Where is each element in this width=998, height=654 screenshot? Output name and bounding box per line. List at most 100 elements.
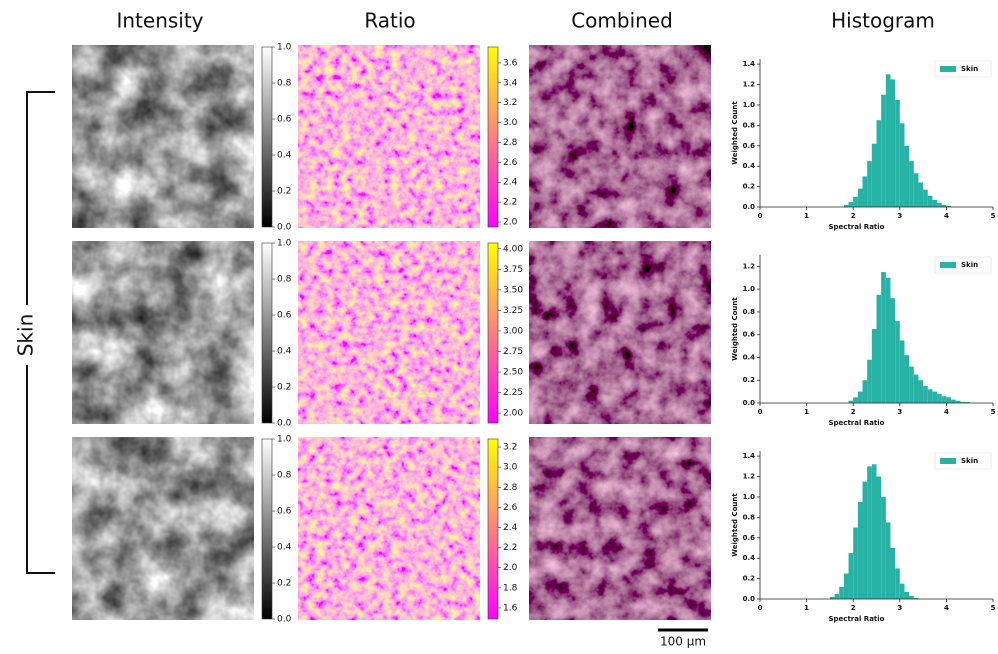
y-tick-label: 1.0 [743,285,756,293]
y-tick-label: 0.4 [743,162,756,170]
combined-image [529,45,711,228]
legend-swatch [940,458,956,464]
colorbar-tick-label: 2.4 [503,178,518,188]
x-axis-label: Spectral Ratio [829,615,885,623]
colorbar-tick-label: 3.2 [503,98,517,108]
colorbar-tick-label: 0.6 [277,115,292,125]
ratio-image [298,241,480,424]
colorbar-tick-label: 0.0 [277,223,292,233]
colorbar [488,439,498,619]
legend-swatch [940,262,956,268]
colorbar-tick-label: 2.0 [503,218,518,228]
colorbar-tick-label: 1.0 [277,43,292,53]
colorbar-tick-label: 2.8 [503,483,518,493]
legend-swatch [940,66,956,72]
colorbar-tick-label: 0.0 [277,615,292,625]
histogram-bar [890,79,895,207]
histogram-bar [872,144,877,207]
row-label: Skin [14,314,38,357]
histogram-bar [923,190,928,207]
y-tick-label: 0.0 [743,399,756,407]
y-tick-label: 0.4 [743,554,756,562]
colorbar [488,243,498,423]
x-axis-label: Spectral Ratio [829,419,885,427]
colorbar-tick-label: 3.00 [503,326,523,336]
x-tick-label: 5 [991,212,996,220]
histogram-bar [909,596,914,599]
y-tick-label: 1.4 [743,60,756,68]
histogram-bar [886,522,891,599]
histogram-bar [937,203,942,207]
x-tick-label: 5 [991,408,996,416]
x-tick-label: 3 [897,212,902,220]
y-tick-label: 0.2 [743,575,756,583]
x-tick-label: 0 [758,604,763,612]
colorbar [262,47,272,227]
colorbar-tick-label: 0.8 [277,79,292,89]
colorbar [262,243,272,423]
histogram-bar [909,161,914,207]
x-tick-label: 4 [944,212,949,220]
histogram-bar [914,173,919,207]
histogram-bar [881,497,886,599]
histogram-bar [946,397,951,403]
y-tick-label: 0.8 [743,121,756,129]
y-tick-label: 1.2 [743,81,756,89]
histogram-bar [923,386,928,403]
histogram-bar [932,200,937,207]
histogram-bar [863,380,868,403]
scale-bar-label: 100 µm [660,635,706,649]
colorbar-tick-label: 2.25 [503,388,523,398]
histogram-bar [895,568,900,599]
y-axis-label: Weighted Count [731,493,739,557]
histogram-bar [928,389,933,403]
intensity-image [72,241,254,424]
colorbar-tick-label: 0.6 [277,311,292,321]
histogram-bar [863,176,868,207]
y-tick-label: 0.0 [743,203,756,211]
histogram-bar [886,278,891,403]
colorbar-tick-label: 3.4 [503,78,518,88]
histogram-bar [909,367,914,403]
histogram-bar [914,375,919,403]
ratio-image [298,437,480,620]
colorbar-tick-label: 2.50 [503,368,523,378]
histogram-bar [844,573,849,599]
histogram-bar [900,340,905,403]
legend-label: Skin [961,65,978,73]
y-tick-label: 0.6 [743,331,756,339]
y-tick-label: 1.4 [743,452,756,460]
x-tick-label: 3 [897,604,902,612]
colorbar-tick-label: 2.0 [503,563,518,573]
legend-label: Skin [961,457,978,465]
colorbar-tick-label: 3.25 [503,306,523,316]
colorbar-tick-label: 1.0 [277,435,292,445]
histogram-bar [867,161,872,207]
colorbar-tick-label: 2.2 [503,543,517,553]
histogram-bar [895,100,900,207]
colorbar-tick-label: 0.0 [277,419,292,429]
y-tick-label: 0.6 [743,142,756,150]
x-tick-label: 2 [851,604,856,612]
ratio-image [298,45,480,228]
histogram-bar [867,360,872,403]
histogram-bar [858,392,863,403]
histogram-bar [918,380,923,403]
histogram-bar [849,202,854,207]
x-tick-label: 4 [944,604,949,612]
histogram-bar [932,392,937,403]
y-tick-label: 0.6 [743,534,756,542]
y-tick-label: 0.4 [743,353,756,361]
combined-image [529,437,711,620]
y-tick-label: 0.2 [743,376,756,384]
colorbar-tick-label: 2.6 [503,158,518,168]
histogram-bar [853,397,858,403]
colorbar-tick-label: 1.8 [503,583,518,593]
colorbar [262,439,272,619]
colorbar-tick-label: 0.4 [277,543,292,553]
colorbar-tick-label: 0.8 [277,275,292,285]
colorbar-tick-label: 2.00 [503,409,523,419]
column-header: Histogram [831,9,935,33]
histogram-bar [937,394,942,403]
x-axis-label: Spectral Ratio [829,223,885,231]
